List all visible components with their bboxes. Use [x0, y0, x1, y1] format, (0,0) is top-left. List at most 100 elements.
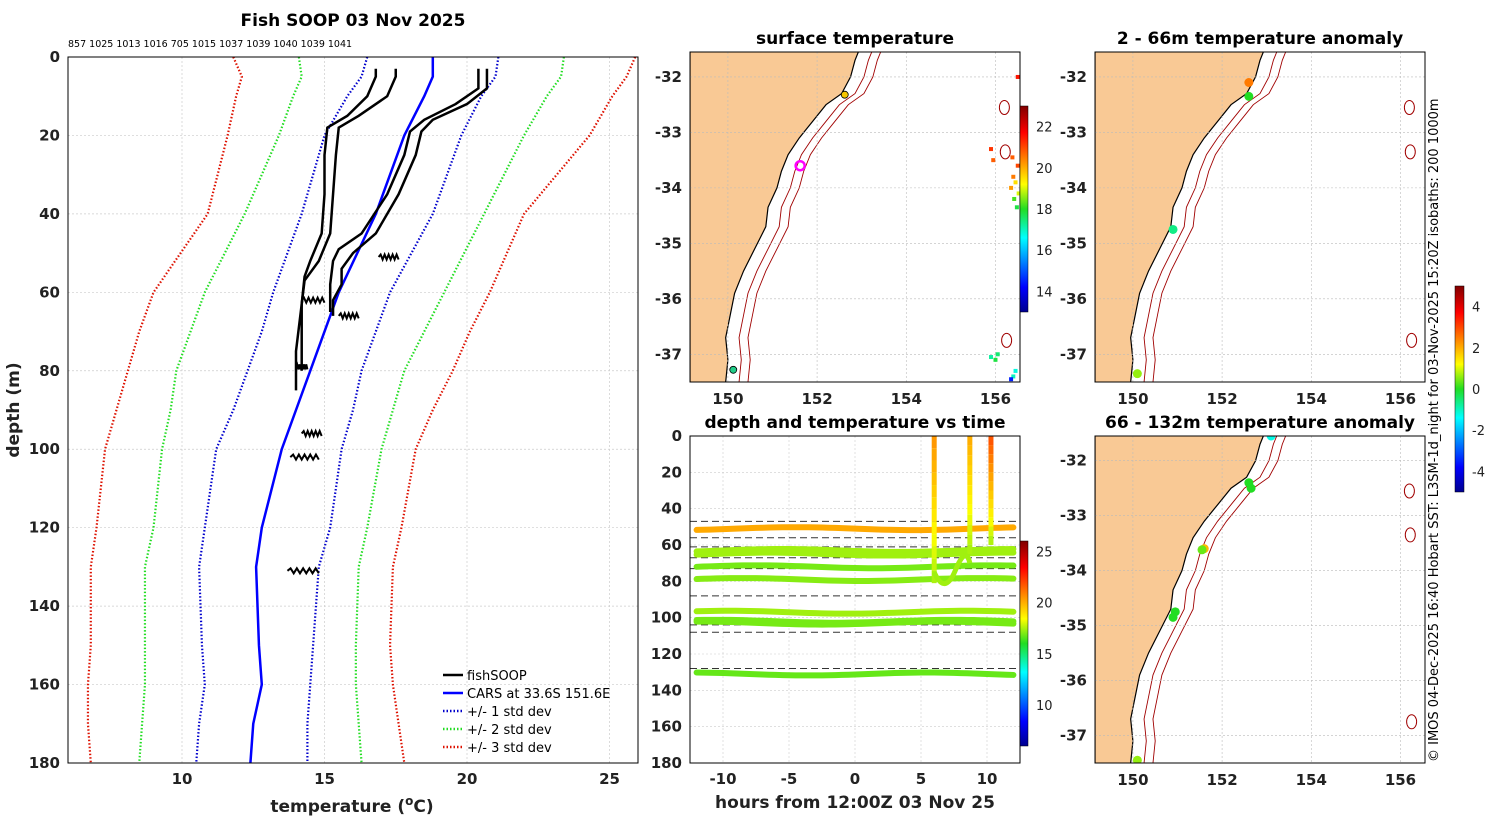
anomaly-deep-point: [1168, 612, 1178, 622]
dt-x-tick: -10: [709, 770, 736, 788]
anomaly-deep-point: [1246, 483, 1256, 493]
anomaly-deep-point: [1266, 436, 1276, 441]
profile-lines: [86, 57, 637, 763]
depth-time-colorbar: [1019, 540, 1029, 747]
legend-label-sd1: +/- 1 std dev: [467, 705, 552, 720]
surface-colorbar-tick: 18: [1036, 203, 1053, 218]
sst-pixel: [1011, 374, 1016, 379]
legend-label-fishsoop: fishSOOP: [467, 669, 527, 684]
depth-time-plot: [690, 436, 1020, 679]
dt-y-tick: 160: [651, 718, 682, 736]
anomaly-shallow-ticks: 150 152 154 156 -32 -33 -34 -35 -36 -37: [1060, 68, 1416, 408]
map-lat-tick: -36: [1060, 672, 1087, 690]
dt-y-tick: 120: [651, 645, 682, 663]
map-lon-tick: 150: [712, 390, 743, 408]
sst-pixel: [1013, 368, 1018, 373]
coastline-land: [1095, 52, 1264, 382]
dt-x-tick: 0: [850, 770, 860, 788]
legend-label-sd3: +/- 3 std dev: [467, 741, 552, 756]
profile-x-tick: 25: [599, 770, 620, 788]
copyright-side-text: © IMOS 04-Dec-2025 16:40 Hobart SST: L3S…: [1427, 98, 1442, 762]
cars-location-marker: [794, 159, 806, 172]
map-lon-tick: 152: [801, 390, 832, 408]
sst-pixel: [993, 357, 998, 362]
dt-y-tick: 140: [651, 681, 682, 699]
depth-id-labels: 857 1025 1013 1016 705 1015 1037 1039 10…: [68, 39, 352, 50]
map-lat-tick: -35: [1060, 234, 1087, 252]
seamount-contour-0: [998, 99, 1010, 115]
map-lon-tick: 156: [1385, 771, 1416, 789]
profile-y-tick: 80: [39, 362, 60, 380]
surface-colorbar-tick: 16: [1036, 244, 1053, 259]
anomaly-shallow-point: [1168, 224, 1178, 234]
surface-colorbar-tick: 22: [1036, 121, 1053, 136]
profile-y-label: depth (m): [4, 362, 24, 457]
anomaly-deep-point: [1132, 755, 1142, 763]
profile-y-tick: 140: [29, 597, 60, 615]
map-lat-tick: -34: [1060, 179, 1087, 197]
dt-track-8: [693, 669, 1017, 679]
profile-fishsoop-segment-6: [295, 361, 309, 370]
anomaly-colorbar-ticks: -4 -2 0 2 4: [1472, 301, 1485, 481]
main-title: Fish SOOP 03 Nov 2025: [241, 11, 466, 31]
map-lat-tick: -33: [1060, 507, 1087, 525]
seamount-contour-0: [1403, 99, 1415, 115]
profile-axes-box: [67, 56, 639, 764]
profile-y-tick: 20: [39, 126, 60, 144]
sst-pixel: [1009, 185, 1014, 190]
profile-y-tick: 40: [39, 205, 60, 223]
anomaly-colorbar-tick: -2: [1472, 424, 1485, 439]
anomaly-deep-point: [1197, 545, 1207, 555]
profile-x-label: temperature (oC): [270, 794, 433, 817]
profile-line-sd2-high: [354, 57, 565, 763]
anomaly-deep-ticks: 150 152 154 156 -32 -33 -34 -35 -36 -37: [1060, 452, 1416, 789]
profile-legend: fishSOOP CARS at 33.6S 151.6E +/- 1 std …: [443, 669, 610, 756]
profile-line-sd1-high: [306, 57, 500, 763]
sst-pixel: [989, 147, 994, 152]
anomaly-colorbar-tick: 2: [1472, 342, 1480, 357]
dt-track-0: [693, 524, 1017, 534]
anomaly-colorbar-tick: 0: [1472, 383, 1480, 398]
seamount-contour-2: [1406, 332, 1418, 348]
seamount-contour-0: [1403, 483, 1415, 499]
map-lon-tick: 156: [980, 390, 1011, 408]
profile-x-tick: 10: [172, 770, 193, 788]
sst-pixel: [1016, 191, 1020, 196]
dt-x-tick: -5: [781, 770, 798, 788]
sst-point: [729, 365, 738, 374]
dt-x-tick: 10: [977, 770, 998, 788]
anomaly-deep-plot: [1095, 436, 1425, 763]
map-lat-tick: -32: [655, 68, 682, 86]
sst-pixel: [1015, 163, 1020, 168]
anomaly-shallow-title: 2 - 66m temperature anomaly: [1117, 29, 1403, 49]
dt-y-tick: 60: [661, 536, 682, 554]
depth-time-title: depth and temperature vs time: [705, 413, 1006, 433]
dt-y-tick: 180: [651, 754, 682, 772]
map-lat-tick: -35: [655, 234, 682, 252]
map-lat-tick: -37: [655, 345, 682, 363]
map-lon-tick: 154: [1296, 390, 1327, 408]
profile-grid: [68, 56, 638, 764]
profile-y-tick: 60: [39, 283, 60, 301]
map-lat-tick: -34: [655, 179, 682, 197]
depth-time-x-label: hours from 12:00Z 03 Nov 25: [715, 793, 995, 813]
dt-y-tick: 0: [672, 427, 682, 445]
map-lat-tick: -34: [1060, 562, 1087, 580]
sst-pixel: [1013, 180, 1018, 185]
dt-track-7: [693, 618, 1017, 628]
sst-pixel: [989, 355, 994, 360]
dt-haul-dip: [931, 553, 973, 587]
profile-fishsoop-segment-4: [289, 452, 320, 462]
surface-map-title: surface temperature: [756, 29, 954, 49]
dt-y-tick: 40: [661, 500, 682, 518]
dt-track-3: [693, 562, 1017, 572]
surface-colorbar-tick: 20: [1036, 162, 1053, 177]
sst-pixel: [1010, 155, 1015, 160]
anomaly-shallow-plot: [1095, 52, 1425, 382]
map-lat-tick: -32: [1060, 452, 1087, 470]
sst-pixel: [1014, 205, 1019, 210]
map-lon-tick: 156: [1385, 390, 1416, 408]
profile-line-fishsoop-2: [331, 68, 489, 316]
anomaly-colorbar-tick: -4: [1472, 465, 1485, 480]
